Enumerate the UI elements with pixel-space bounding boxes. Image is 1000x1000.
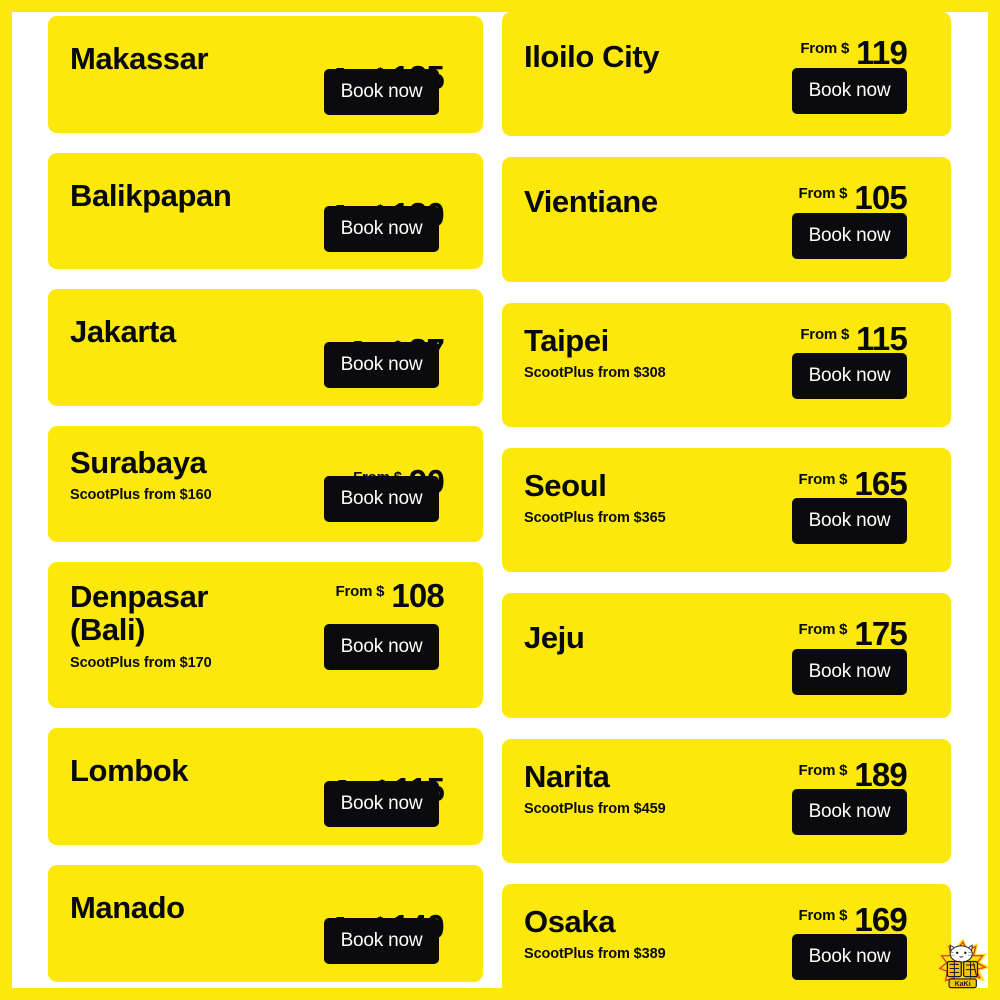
price-block: From $ 119 <box>800 34 907 72</box>
price-block: From $ 108 <box>335 577 445 615</box>
price-block: From $ 115 <box>800 320 907 358</box>
city-name: Jeju <box>524 620 585 655</box>
card-text-block: Surabaya ScootPlus from $160 <box>70 445 333 504</box>
price-from-label: From $ <box>798 907 848 924</box>
book-now-button[interactable]: Book now <box>324 342 439 388</box>
promo-page-frame: Makassar From $ 125 Book now Balikpapan … <box>12 12 988 988</box>
deal-column-right: Iloilo City From $ 119 Book now Vientian… <box>502 12 951 988</box>
city-name: Seoul <box>524 468 607 503</box>
city-name: Denpasar (Bali) <box>70 579 209 648</box>
book-now-button[interactable]: Book now <box>324 476 439 522</box>
card-text-block: Narita ScootPlus from $459 <box>524 759 801 818</box>
destination-deal-grid: Makassar From $ 125 Book now Balikpapan … <box>12 12 988 988</box>
deal-card[interactable]: Vientiane From $ 105 Book now <box>502 157 951 282</box>
book-now-button[interactable]: Book now <box>324 781 439 827</box>
price-block: From $ 165 <box>798 465 908 503</box>
price-from-label: From $ <box>335 583 385 600</box>
book-now-button[interactable]: Book now <box>324 918 439 964</box>
price-from-label: From $ <box>798 762 848 779</box>
book-now-button[interactable]: Book now <box>792 498 907 544</box>
card-text-block: Manado <box>70 890 333 925</box>
card-text-block: Jeju <box>524 620 801 655</box>
city-name: Manado <box>70 890 185 925</box>
card-text-block: Makassar <box>70 41 333 76</box>
scootplus-price-note: ScootPlus from $170 <box>70 654 212 671</box>
deal-card[interactable]: Jeju From $ 175 Book now <box>502 593 951 718</box>
scootplus-price-note: ScootPlus from $365 <box>524 510 666 527</box>
city-name: Vientiane <box>524 184 658 219</box>
card-text-block: Seoul ScootPlus from $365 <box>524 468 801 527</box>
deal-card[interactable]: Taipei ScootPlus from $308 From $ 115 Bo… <box>502 303 951 427</box>
price-amount: 105 <box>854 179 907 216</box>
price-amount: 169 <box>854 901 907 938</box>
card-text-block: Taipei ScootPlus from $308 <box>524 323 801 382</box>
city-name: Iloilo City <box>524 39 660 74</box>
deal-card[interactable]: Narita ScootPlus from $459 From $ 189 Bo… <box>502 739 951 863</box>
deal-card[interactable]: Denpasar (Bali) ScootPlus from $170 From… <box>48 562 483 708</box>
card-text-block: Osaka ScootPlus from $389 <box>524 904 801 963</box>
price-amount: 165 <box>854 465 907 502</box>
city-name: Balikpapan <box>70 178 232 213</box>
city-name: Makassar <box>70 41 209 76</box>
scootplus-price-note: ScootPlus from $389 <box>524 946 666 963</box>
book-now-button[interactable]: Book now <box>792 353 907 399</box>
price-from-label: From $ <box>800 40 850 57</box>
city-name: Jakarta <box>70 314 176 349</box>
city-name: Narita <box>524 759 610 794</box>
card-text-block: Iloilo City <box>524 39 801 74</box>
price-amount: 189 <box>854 756 907 793</box>
book-now-button[interactable]: Book now <box>324 69 439 115</box>
deal-card[interactable]: Seoul ScootPlus from $365 From $ 165 Boo… <box>502 448 951 572</box>
deal-card[interactable]: Jakarta From $ 87 Book now <box>48 289 483 406</box>
book-now-button[interactable]: Book now <box>792 789 907 835</box>
book-now-button[interactable]: Book now <box>324 206 439 252</box>
scootplus-price-note: ScootPlus from $308 <box>524 365 666 382</box>
card-text-block: Jakarta <box>70 314 333 349</box>
city-name: Taipei <box>524 323 609 358</box>
price-block: From $ 169 <box>798 901 908 939</box>
card-text-block: Denpasar (Bali) ScootPlus from $170 <box>70 580 333 671</box>
price-amount: 175 <box>854 615 907 652</box>
card-text-block: Lombok <box>70 753 333 788</box>
price-from-label: From $ <box>798 621 848 638</box>
price-block: From $ 175 <box>798 615 908 653</box>
city-name: Osaka <box>524 904 616 939</box>
price-from-label: From $ <box>798 471 848 488</box>
card-text-block: Vientiane <box>524 184 801 219</box>
book-now-button[interactable]: Book now <box>324 624 439 670</box>
deal-card[interactable]: Makassar From $ 125 Book now <box>48 16 483 133</box>
deal-card[interactable]: Iloilo City From $ 119 Book now <box>502 12 951 136</box>
deal-card[interactable]: Manado From $ 140 Book now <box>48 865 483 982</box>
city-name: Surabaya <box>70 445 207 480</box>
price-from-label: From $ <box>800 326 850 343</box>
price-amount: 119 <box>856 34 908 71</box>
city-name: Lombok <box>70 753 189 788</box>
price-amount: 115 <box>856 320 908 357</box>
deal-card[interactable]: Lombok From $ 115 Book now <box>48 728 483 845</box>
deal-card[interactable]: Osaka ScootPlus from $389 From $ 169 Boo… <box>502 884 951 988</box>
deal-card[interactable]: Surabaya ScootPlus from $160 From $ 90 B… <box>48 426 483 542</box>
book-now-button[interactable]: Book now <box>792 213 907 259</box>
deal-card[interactable]: Balikpapan From $ 120 Book now <box>48 153 483 269</box>
price-amount: 108 <box>391 577 444 614</box>
book-now-button[interactable]: Book now <box>792 649 907 695</box>
book-now-button[interactable]: Book now <box>792 934 907 980</box>
price-block: From $ 105 <box>798 179 908 217</box>
scootplus-price-note: ScootPlus from $160 <box>70 487 212 504</box>
scootplus-price-note: ScootPlus from $459 <box>524 801 666 818</box>
book-now-button[interactable]: Book now <box>792 68 907 114</box>
price-from-label: From $ <box>798 185 848 202</box>
deal-column-left: Makassar From $ 125 Book now Balikpapan … <box>48 12 483 988</box>
price-block: From $ 189 <box>798 756 908 794</box>
card-text-block: Balikpapan <box>70 178 333 213</box>
